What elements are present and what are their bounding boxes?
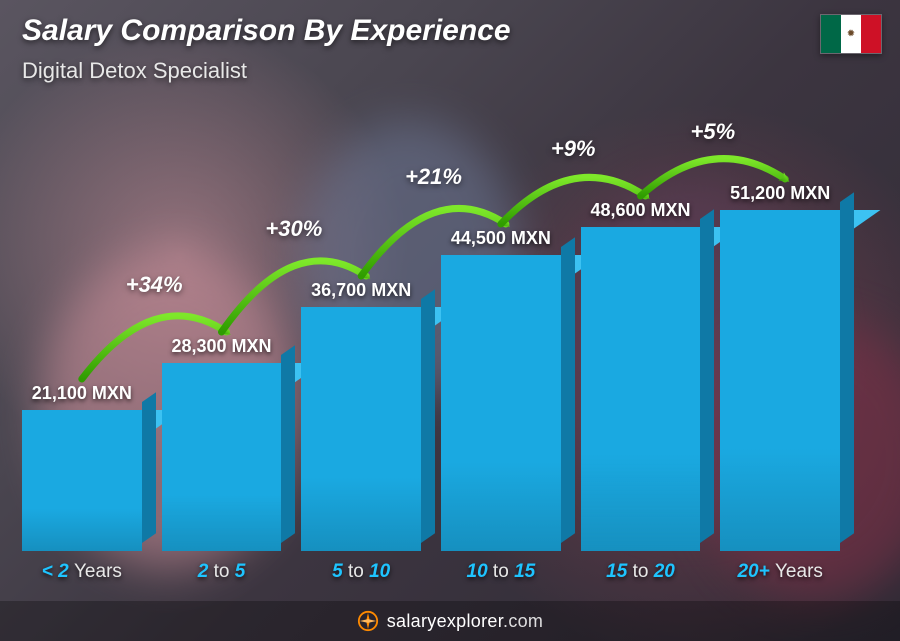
bar-1: 28,300 MXN	[162, 336, 282, 551]
x-axis-label: 5 to 10	[301, 561, 421, 583]
bar-shape	[22, 410, 142, 551]
brand-tld: .com	[503, 611, 543, 631]
compass-icon	[357, 610, 379, 632]
flag-emblem-icon: ✹	[847, 29, 855, 40]
bar-value-label: 28,300 MXN	[171, 336, 271, 357]
country-flag-mexico: ✹	[820, 14, 882, 54]
bar-value-label: 21,100 MXN	[32, 383, 132, 404]
bar-chart: +34%+30%+21%+9%+5% 21,100 MXN28,300 MXN3…	[22, 120, 840, 577]
x-axis-label: 20+ Years	[720, 561, 840, 583]
bar-value-label: 44,500 MXN	[451, 228, 551, 249]
brand-logo: salaryexplorer.com	[357, 610, 543, 632]
bar-3: 44,500 MXN	[441, 228, 561, 551]
x-axis-label: 10 to 15	[441, 561, 561, 583]
x-axis-labels: < 2 Years 2 to 5 5 to 10 10 to 15 15 to 20 20…	[22, 561, 840, 583]
x-axis-label: < 2 Years	[22, 561, 142, 583]
flag-stripe-green	[821, 15, 841, 53]
x-axis-label: 15 to 20	[581, 561, 701, 583]
bar-5: 51,200 MXN	[720, 183, 840, 551]
x-axis-label: 2 to 5	[162, 561, 282, 583]
bar-value-label: 48,600 MXN	[590, 200, 690, 221]
footer-bar: salaryexplorer.com	[0, 601, 900, 641]
bar-value-label: 51,200 MXN	[730, 183, 830, 204]
bar-value-label: 36,700 MXN	[311, 280, 411, 301]
flag-stripe-red	[861, 15, 881, 53]
bar-shape	[301, 307, 421, 551]
bar-2: 36,700 MXN	[301, 280, 421, 551]
bar-shape	[162, 363, 282, 551]
bar-shape	[720, 210, 840, 551]
brand-name: salaryexplorer	[387, 611, 503, 631]
brand-text: salaryexplorer.com	[387, 611, 543, 632]
bar-shape	[581, 227, 701, 551]
bars-container: 21,100 MXN 28,300 MXN 36,700 MXN 44,500 MXN…	[22, 120, 840, 551]
bar-0: 21,100 MXN	[22, 383, 142, 551]
bar-shape	[441, 255, 561, 551]
infographic-stage: Salary Comparison By Experience Digital …	[0, 0, 900, 641]
chart-title: Salary Comparison By Experience	[22, 14, 511, 48]
chart-subtitle: Digital Detox Specialist	[22, 58, 247, 84]
bar-4: 48,600 MXN	[581, 200, 701, 551]
